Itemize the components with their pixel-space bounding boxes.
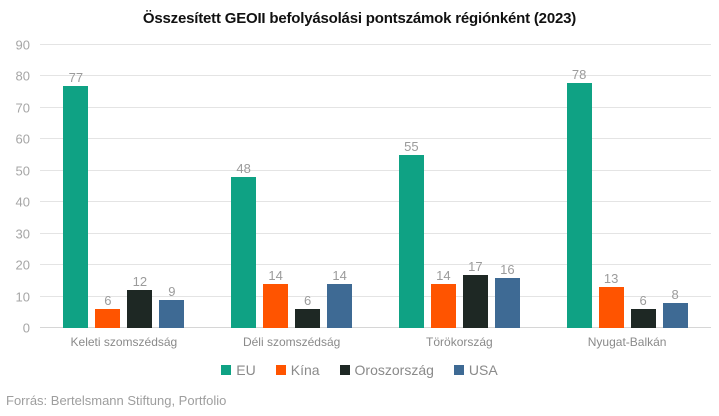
- bar-rect: [630, 309, 656, 328]
- gridline-90: [40, 44, 711, 45]
- legend-label: EU: [236, 362, 256, 378]
- legend-label: Oroszország: [354, 362, 434, 378]
- y-tick-label-90: 90: [15, 37, 30, 53]
- bar-usa: 9: [159, 283, 185, 328]
- bar-kína: 14: [263, 267, 289, 328]
- bar-value-label: 6: [104, 293, 112, 309]
- bar-value-label: 14: [268, 267, 283, 283]
- y-tick-label-0: 0: [22, 320, 30, 336]
- y-tick-label-30: 30: [15, 226, 30, 242]
- bar-rect: [494, 277, 520, 328]
- x-axis-labels: Keleti szomszédság Déli szomszédság Töröko…: [40, 335, 711, 349]
- bar-oroszország: 12: [127, 274, 153, 328]
- bar-rect: [263, 283, 289, 328]
- bar-value-label: 6: [639, 293, 647, 309]
- bar-value-label: 16: [500, 261, 515, 277]
- source-note: Forrás: Bertelsmann Stiftung, Portfolio: [6, 393, 227, 408]
- bar-rect: [662, 302, 688, 328]
- gridline-0: [40, 327, 711, 328]
- bar-rect: [327, 283, 353, 328]
- bar-value-label: 55: [404, 139, 419, 155]
- legend: EU Kína Oroszország USA: [0, 362, 719, 378]
- bar-oroszország: 17: [462, 258, 488, 328]
- bar-rect: [159, 299, 185, 328]
- legend-swatch: [339, 365, 350, 375]
- bar-rect: [462, 274, 488, 328]
- y-tick-label-20: 20: [15, 257, 30, 273]
- gridline-40: [40, 201, 711, 203]
- bar-kína: 14: [430, 267, 456, 328]
- bar-rect: [295, 309, 321, 328]
- bar-eu: 78: [566, 66, 592, 328]
- gridline-80: [40, 75, 711, 77]
- bar-value-label: 6: [304, 293, 312, 309]
- bar-value-label: 78: [571, 66, 587, 82]
- bar-group-4: 78 13 6 8: [543, 45, 711, 328]
- bar-oroszország: 6: [630, 293, 656, 328]
- y-tick-label-70: 70: [15, 100, 30, 116]
- bar-oroszország: 6: [295, 293, 321, 328]
- y-tick-label-50: 50: [15, 163, 30, 179]
- bar-eu: 77: [63, 69, 89, 328]
- bar-value-label: 12: [132, 274, 148, 290]
- x-category-label-1: Keleti szomszédság: [70, 335, 178, 349]
- gridline-50: [40, 169, 711, 171]
- bar-group-2: 48 14 6 14: [208, 45, 376, 328]
- bar-value-label: 17: [468, 258, 483, 274]
- legend-item-eu: EU: [221, 362, 256, 378]
- bar-value-label: 9: [168, 283, 176, 299]
- bar-rect: [127, 290, 153, 328]
- bar-value-label: 77: [68, 69, 84, 85]
- legend-swatch: [453, 365, 464, 375]
- gridline-10: [40, 295, 711, 297]
- bar-rect: [566, 82, 592, 328]
- bar-value-label: 14: [436, 267, 451, 283]
- y-tick-label-10: 10: [15, 289, 30, 305]
- bar-rect: [231, 177, 257, 328]
- legend-label: Kína: [290, 362, 320, 378]
- chart-title: Összesített GEOII befolyásolási pontszám…: [142, 10, 577, 27]
- y-tick-label-40: 40: [15, 194, 30, 210]
- gridline-20: [40, 264, 711, 266]
- bar-value-label: 14: [332, 267, 347, 283]
- bar-usa: 8: [662, 286, 688, 328]
- y-tick-label-60: 60: [15, 131, 30, 147]
- bar-kína: 13: [598, 271, 624, 328]
- bar-rect: [598, 287, 624, 328]
- gridline-60: [40, 138, 711, 140]
- bar-usa: 14: [327, 267, 353, 328]
- bar-usa: 16: [494, 261, 520, 328]
- y-tick-label-80: 80: [15, 68, 30, 84]
- bar-eu: 48: [231, 161, 257, 328]
- bar-eu: 55: [398, 139, 424, 328]
- bar-value-label: 8: [671, 286, 679, 302]
- gridline-70: [40, 106, 711, 108]
- x-category-label-4: Nyugat-Balkán: [587, 335, 667, 349]
- bar-value-label: 48: [236, 161, 251, 177]
- gridline-30: [40, 232, 711, 234]
- bar-rect: [63, 85, 89, 328]
- bar-kína: 6: [95, 293, 121, 328]
- legend-item-oroszország: Oroszország: [339, 362, 434, 378]
- bar-rect: [95, 309, 121, 328]
- x-category-label-3: Törökország: [426, 335, 493, 349]
- bar-group-1: 77 6 12 9: [40, 45, 208, 328]
- legend-swatch: [221, 365, 232, 375]
- bar-rect: [430, 283, 456, 328]
- bar-group-3: 55 14 17 16: [376, 45, 544, 328]
- x-category-label-2: Déli szomszédság: [242, 335, 341, 349]
- plot-area: 0 10 20 30 40 50 60 70 80 90 77 6 12 9 48 14 6 14 55 14 17 16…: [16, 39, 711, 335]
- bar-rect: [398, 155, 424, 328]
- bar-value-label: 13: [603, 271, 619, 287]
- legend-item-kína: Kína: [275, 362, 320, 378]
- legend-swatch: [275, 365, 286, 375]
- legend-label: USA: [468, 362, 498, 378]
- bar-groups: 77 6 12 9 48 14 6 14 55 14 17 16 78 13 6 8: [40, 45, 711, 328]
- legend-item-usa: USA: [453, 362, 498, 378]
